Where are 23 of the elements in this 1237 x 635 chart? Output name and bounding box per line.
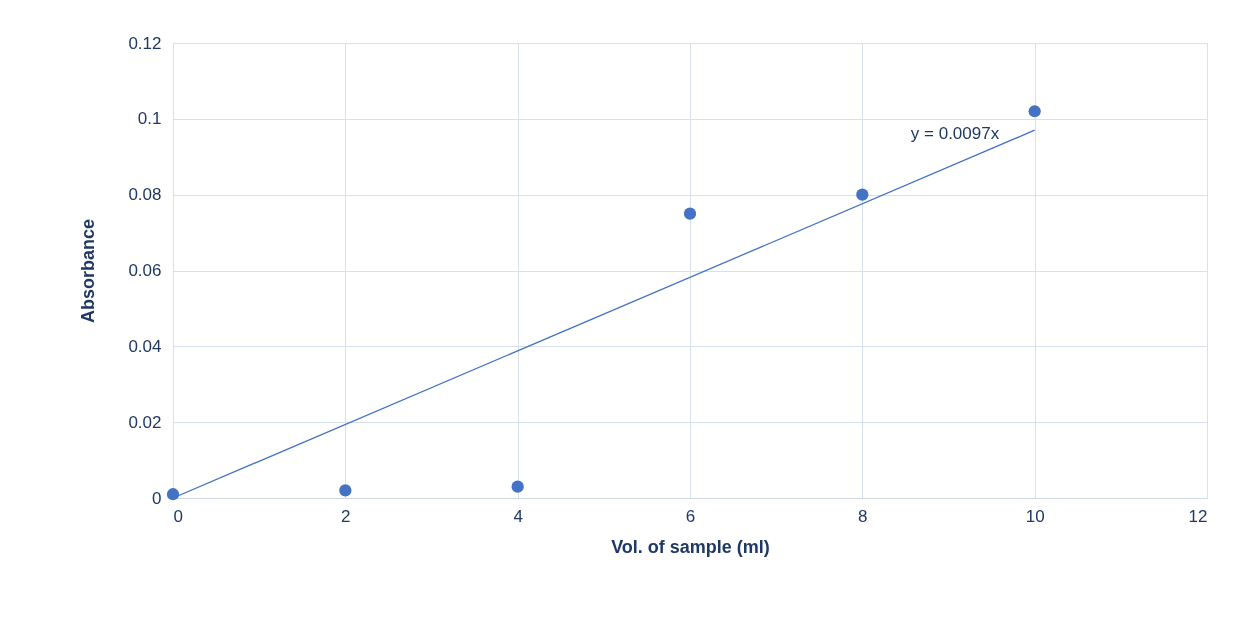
- y-tick-label: 0.08: [128, 185, 162, 205]
- x-tick-label: 2: [341, 506, 351, 526]
- point: [166, 488, 180, 501]
- y-tick-label: 0.06: [128, 261, 162, 280]
- x-tick-label: 12: [1188, 506, 1208, 526]
- point: [339, 484, 352, 497]
- x-tick-label: 6: [685, 506, 696, 526]
- y-tick-label: 0.02: [128, 412, 162, 432]
- x-axis-title: Vol. of sample (ml): [611, 536, 770, 557]
- y-tick-label: 0.1: [137, 109, 162, 129]
- y-axis-title: Absorbance: [78, 218, 99, 324]
- x-tick-label: 4: [513, 506, 523, 526]
- point: [856, 188, 869, 201]
- point: [683, 207, 697, 220]
- x-tick-label: 8: [858, 506, 868, 526]
- x-tick-label: 0: [173, 506, 183, 526]
- annotation: y = 0.0097x: [910, 124, 1000, 143]
- y-tick-label: 0: [152, 488, 162, 508]
- point: [1028, 105, 1041, 118]
- y-tick-label: 0.12: [128, 33, 162, 53]
- point: [511, 480, 524, 493]
- y-tick-label: 0.04: [128, 336, 162, 356]
- x-tick-label: 10: [1025, 506, 1045, 526]
